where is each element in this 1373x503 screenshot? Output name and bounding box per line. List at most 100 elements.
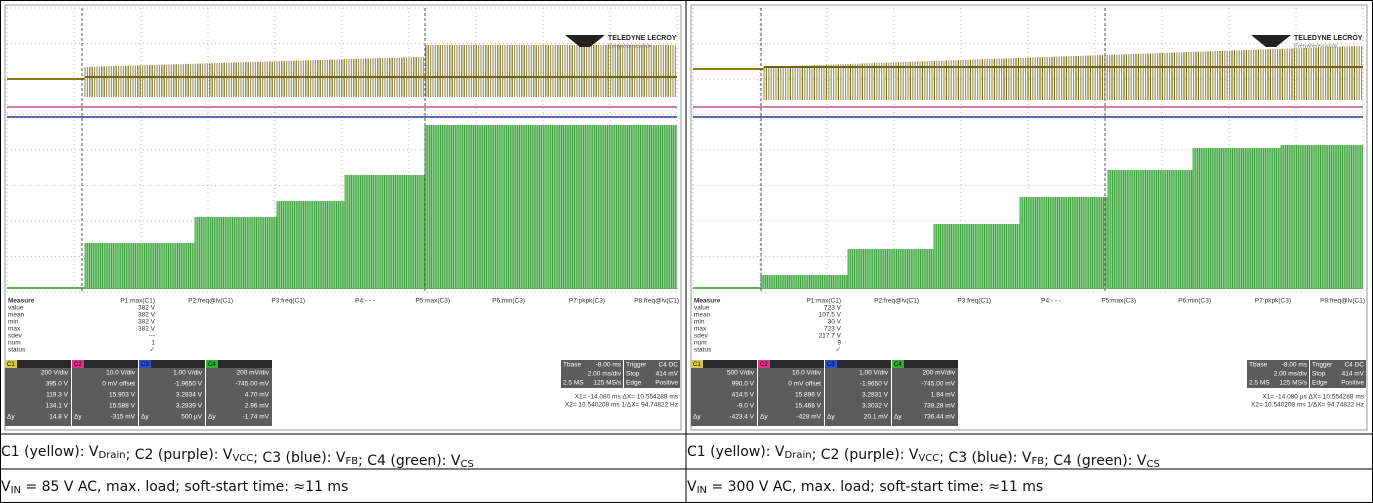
channel-value: 134.1 V — [46, 403, 69, 410]
measure-param: P3:freq(C1) — [271, 298, 305, 305]
channel-name: C3 — [141, 362, 149, 368]
channel-header — [691, 360, 757, 368]
channel-value: 15.896 V — [795, 392, 822, 399]
channel-delta: Δy — [141, 414, 149, 421]
condition-text: = 85 V AC, max. load; soft-start time: ≈… — [21, 479, 348, 495]
channel-box — [72, 360, 138, 426]
trigger-box — [624, 360, 680, 388]
caption-subscript: VCC — [232, 453, 253, 464]
logo: TELEDYNE LECROY — [608, 35, 677, 42]
channel-header — [825, 360, 891, 368]
measure-value: 9 — [837, 340, 841, 347]
cursor-readout: X1= -14.080 ms ΔX= 10.554288 ms — [575, 394, 679, 401]
logo-sub: Everywhereyoulook — [1294, 43, 1338, 49]
measure-value: 107.5 V — [819, 312, 842, 319]
measure-label: num — [8, 340, 21, 347]
channel-value: 4.70 mV — [245, 392, 270, 399]
timebase-text: 2.5 MS — [1249, 380, 1270, 387]
channel-box — [825, 360, 891, 426]
channel-chip — [206, 360, 218, 368]
measure-param: P8:freq@lv(C1) — [634, 298, 679, 305]
caption-subscript: Drain — [785, 450, 812, 461]
measure-value: 382 V — [138, 305, 156, 312]
measure-label: status — [8, 347, 26, 354]
measure-value: 723 V — [824, 326, 842, 333]
timebase-box — [1247, 360, 1309, 388]
trace-c4 — [934, 224, 1020, 288]
trigger-text: Edge — [626, 380, 642, 387]
timebase-text: -8.00 ms — [596, 362, 622, 369]
measure-param: P4:- - - — [1041, 298, 1061, 305]
trigger-text: Positive — [655, 380, 678, 387]
channel-chip — [892, 360, 904, 368]
caption-subscript: CS — [461, 459, 474, 470]
channel-chip — [691, 360, 703, 368]
measure-label: max — [694, 326, 707, 333]
channel-value: 990.0 V — [732, 381, 755, 388]
timebase-text: -8.00 ms — [1282, 362, 1308, 369]
measure-label: sdev — [8, 333, 22, 340]
caption-subscript: FB — [345, 456, 358, 467]
channel-value: 738.28 mV — [924, 403, 956, 410]
caption-text: ; C3 (blue): V — [939, 450, 1032, 466]
channel-name: C3 — [827, 362, 835, 368]
channel-name: C1 — [7, 362, 15, 368]
channel-chip — [72, 360, 84, 368]
trace-c4 — [1108, 170, 1193, 288]
condition-text: V — [687, 479, 697, 495]
channel-value: 3.2834 V — [176, 392, 203, 399]
timebase-text: 2.00 ms/div — [588, 371, 622, 378]
channel-value: -315 mV — [110, 414, 135, 421]
channel-value: 200 mV/div — [236, 370, 269, 377]
channel-name: C4 — [208, 362, 216, 368]
caption-text: ; C4 (green): V — [1044, 453, 1147, 469]
measure-label: sdev — [694, 333, 708, 340]
measure-label: max — [8, 326, 21, 333]
trigger-text: Stop — [626, 371, 640, 378]
channel-value: 0 mV offset — [788, 381, 821, 388]
measure-param: P3:freq(C1) — [957, 298, 991, 305]
timebase-text: Tbase — [563, 362, 581, 369]
timebase-text: 2.5 MS — [563, 380, 584, 387]
cursor-readout: X2= 10.540208 ms 1/ΔX= 94.74822 Hz — [1251, 402, 1364, 409]
trigger-text: Trigger — [1312, 362, 1333, 369]
measure-label: value — [694, 305, 710, 312]
caption-text: ; C4 (green): V — [358, 453, 461, 469]
channel-value: 15.468 V — [795, 403, 822, 410]
measure-value: 1 — [151, 340, 155, 347]
measure-value: 382 V — [138, 319, 156, 326]
caption-text: ; C2 (purple): V — [812, 447, 919, 463]
trigger-text: C4 DC — [1344, 362, 1364, 369]
channel-value: 3.3032 V — [862, 403, 889, 410]
channel-value: 119.3 V — [46, 392, 69, 399]
trigger-box — [1310, 360, 1366, 388]
channel-name: C2 — [760, 362, 768, 368]
channel-value: -9.0 V — [737, 403, 755, 410]
channel-delta: Δy — [74, 414, 82, 421]
measure-param: P1:max(C1) — [806, 298, 841, 305]
channel-chip — [5, 360, 17, 368]
logo-mark — [565, 35, 605, 47]
channel-delta: Δy — [693, 414, 701, 421]
channel-box — [758, 360, 824, 426]
channel-name: C2 — [74, 362, 82, 368]
trigger-text: 414 mV — [656, 371, 679, 378]
channel-box — [206, 360, 272, 426]
channel-value: 15.903 V — [109, 392, 136, 399]
measure-label: min — [8, 319, 19, 326]
measure-label: mean — [694, 312, 711, 319]
channel-chip — [758, 360, 770, 368]
measure-label: mean — [8, 312, 25, 319]
measure-value: ✓ — [836, 347, 841, 354]
channel-value: -428 mV — [796, 414, 821, 421]
trace-c4 — [1281, 145, 1363, 288]
channel-value: -1.9650 V — [174, 381, 203, 388]
caption-text: C1 (yellow): V — [687, 444, 785, 460]
channel-chip — [139, 360, 151, 368]
logo-sub: Everywhereyoulook — [608, 43, 652, 49]
trace-c4 — [848, 249, 934, 288]
channel-value: 1.00 V/div — [859, 370, 889, 377]
channel-value: -745.00 mV — [921, 381, 955, 388]
measure-label: Measure — [8, 298, 35, 305]
